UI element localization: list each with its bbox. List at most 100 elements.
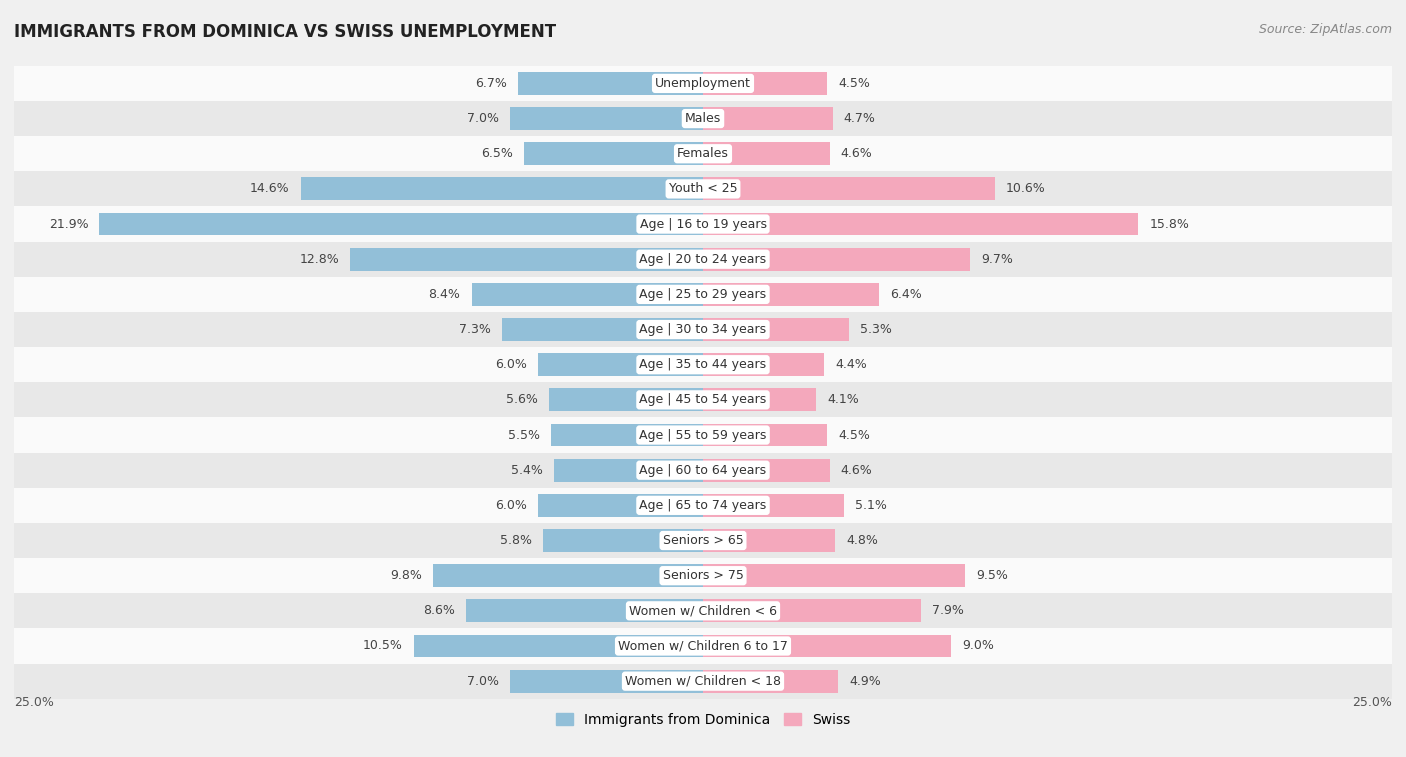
Text: Age | 45 to 54 years: Age | 45 to 54 years [640, 394, 766, 407]
Text: 4.9%: 4.9% [849, 674, 880, 687]
Bar [703, 248, 970, 271]
Text: 5.8%: 5.8% [501, 534, 531, 547]
Bar [350, 248, 703, 271]
Text: 5.4%: 5.4% [512, 464, 543, 477]
Text: 25.0%: 25.0% [14, 696, 53, 709]
Bar [14, 207, 1392, 241]
Text: 7.9%: 7.9% [932, 604, 963, 617]
Text: Youth < 25: Youth < 25 [669, 182, 737, 195]
Bar [703, 459, 830, 481]
Bar [433, 564, 703, 587]
Text: 4.6%: 4.6% [841, 464, 873, 477]
Text: 6.0%: 6.0% [495, 358, 527, 371]
Text: 5.5%: 5.5% [509, 428, 540, 441]
Text: IMMIGRANTS FROM DOMINICA VS SWISS UNEMPLOYMENT: IMMIGRANTS FROM DOMINICA VS SWISS UNEMPL… [14, 23, 557, 41]
Bar [14, 453, 1392, 488]
Bar [14, 312, 1392, 347]
Bar [14, 488, 1392, 523]
Text: Females: Females [678, 148, 728, 160]
Bar [510, 670, 703, 693]
Text: 4.6%: 4.6% [841, 148, 873, 160]
Text: 6.7%: 6.7% [475, 77, 508, 90]
Text: Source: ZipAtlas.com: Source: ZipAtlas.com [1258, 23, 1392, 36]
Bar [14, 417, 1392, 453]
Bar [703, 670, 838, 693]
Bar [14, 664, 1392, 699]
Text: Age | 25 to 29 years: Age | 25 to 29 years [640, 288, 766, 301]
Bar [502, 318, 703, 341]
Text: 7.0%: 7.0% [467, 112, 499, 125]
Text: 6.4%: 6.4% [890, 288, 922, 301]
Text: 4.5%: 4.5% [838, 77, 870, 90]
Text: 8.4%: 8.4% [429, 288, 461, 301]
Bar [14, 523, 1392, 558]
Bar [301, 177, 703, 201]
Bar [703, 177, 995, 201]
Text: 14.6%: 14.6% [250, 182, 290, 195]
Text: Age | 20 to 24 years: Age | 20 to 24 years [640, 253, 766, 266]
Text: 4.5%: 4.5% [838, 428, 870, 441]
Bar [14, 347, 1392, 382]
Bar [471, 283, 703, 306]
Legend: Immigrants from Dominica, Swiss: Immigrants from Dominica, Swiss [551, 707, 855, 733]
Text: 25.0%: 25.0% [1353, 696, 1392, 709]
Text: Males: Males [685, 112, 721, 125]
Text: Women w/ Children < 18: Women w/ Children < 18 [626, 674, 780, 687]
Text: 9.0%: 9.0% [962, 640, 994, 653]
Bar [14, 66, 1392, 101]
Text: 15.8%: 15.8% [1150, 217, 1189, 231]
Bar [703, 283, 879, 306]
Bar [14, 382, 1392, 417]
Bar [554, 459, 703, 481]
Text: 6.5%: 6.5% [481, 148, 513, 160]
Text: 21.9%: 21.9% [49, 217, 89, 231]
Bar [551, 424, 703, 447]
Text: Age | 65 to 74 years: Age | 65 to 74 years [640, 499, 766, 512]
Text: Age | 60 to 64 years: Age | 60 to 64 years [640, 464, 766, 477]
Text: 4.1%: 4.1% [827, 394, 859, 407]
Text: 4.7%: 4.7% [844, 112, 876, 125]
Bar [14, 558, 1392, 593]
Bar [703, 529, 835, 552]
Text: Unemployment: Unemployment [655, 77, 751, 90]
Text: Age | 55 to 59 years: Age | 55 to 59 years [640, 428, 766, 441]
Text: 5.6%: 5.6% [506, 394, 537, 407]
Text: 9.8%: 9.8% [389, 569, 422, 582]
Bar [703, 388, 815, 411]
Bar [703, 600, 921, 622]
Bar [519, 72, 703, 95]
Text: Age | 30 to 34 years: Age | 30 to 34 years [640, 323, 766, 336]
Text: 9.7%: 9.7% [981, 253, 1014, 266]
Text: 6.0%: 6.0% [495, 499, 527, 512]
Bar [413, 634, 703, 657]
Bar [14, 628, 1392, 664]
Bar [703, 72, 827, 95]
Bar [703, 318, 849, 341]
Bar [510, 107, 703, 130]
Bar [537, 494, 703, 517]
Bar [14, 101, 1392, 136]
Bar [524, 142, 703, 165]
Text: Women w/ Children < 6: Women w/ Children < 6 [628, 604, 778, 617]
Text: 10.6%: 10.6% [1007, 182, 1046, 195]
Text: 4.4%: 4.4% [835, 358, 868, 371]
Bar [703, 564, 965, 587]
Text: 12.8%: 12.8% [299, 253, 339, 266]
Bar [14, 277, 1392, 312]
Bar [14, 171, 1392, 207]
Bar [703, 107, 832, 130]
Text: 5.3%: 5.3% [860, 323, 891, 336]
Bar [703, 142, 830, 165]
Text: 5.1%: 5.1% [855, 499, 886, 512]
Text: 4.8%: 4.8% [846, 534, 879, 547]
Text: Age | 16 to 19 years: Age | 16 to 19 years [640, 217, 766, 231]
Bar [703, 213, 1139, 235]
Bar [703, 634, 950, 657]
Text: 8.6%: 8.6% [423, 604, 456, 617]
Bar [14, 136, 1392, 171]
Bar [537, 354, 703, 376]
Bar [100, 213, 703, 235]
Text: Women w/ Children 6 to 17: Women w/ Children 6 to 17 [619, 640, 787, 653]
Bar [14, 241, 1392, 277]
Text: Seniors > 75: Seniors > 75 [662, 569, 744, 582]
